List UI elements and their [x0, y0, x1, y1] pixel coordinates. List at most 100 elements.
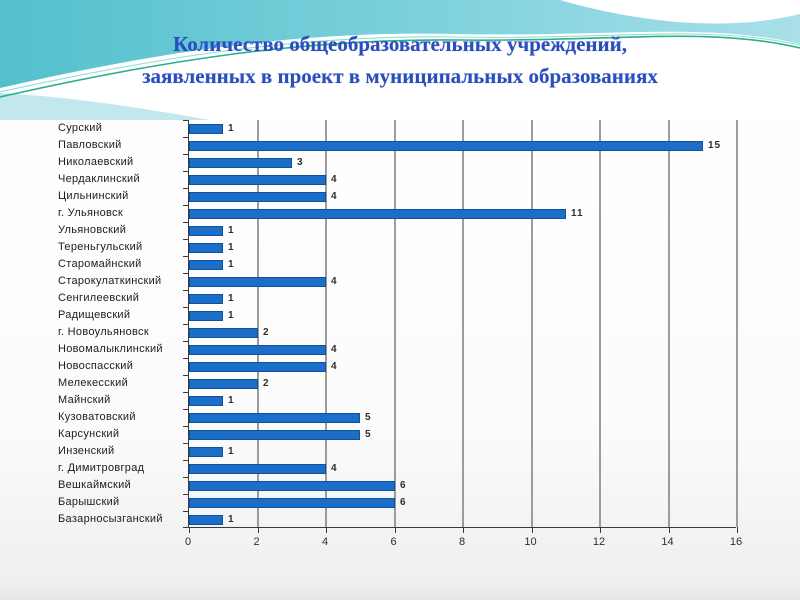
category-label: Карсунский [58, 428, 120, 440]
x-axis-tick [394, 527, 396, 533]
gridline [393, 120, 396, 527]
bar [189, 208, 566, 219]
y-axis-tick [183, 494, 189, 495]
value-label: 1 [228, 514, 235, 525]
value-label: 6 [400, 497, 407, 508]
y-axis-tick [183, 460, 189, 461]
category-label: Цильнинский [58, 190, 129, 202]
x-axis-tick-label: 12 [592, 536, 606, 548]
gridline [530, 120, 533, 527]
category-label: Новомалыклинский [58, 343, 163, 355]
page-title: Количество общеобразовательных учреждени… [0, 28, 800, 92]
y-axis-tick [183, 273, 189, 274]
value-label: 2 [263, 327, 270, 338]
category-label: г. Новоульяновск [58, 326, 149, 338]
bar [189, 293, 223, 304]
x-axis-tick [463, 527, 464, 533]
y-axis-tick [183, 409, 189, 410]
gridline [736, 120, 738, 527]
value-label: 1 [228, 310, 235, 321]
y-axis-tick [183, 358, 189, 359]
value-label: 11 [571, 208, 584, 219]
wave-decoration [0, 0, 800, 120]
y-axis-tick [183, 222, 189, 223]
category-label: г. Димитровград [58, 462, 145, 474]
bar [189, 276, 326, 287]
x-axis-tick-label: 8 [458, 536, 466, 548]
x-axis-labels: 0 2 4 6 8 10 12 14 16 [185, 536, 748, 552]
value-label: 1 [228, 446, 235, 457]
y-axis-tick [183, 188, 189, 189]
category-label: Чердаклинский [58, 173, 140, 185]
bar [189, 344, 326, 355]
value-label: 1 [228, 293, 235, 304]
category-label: Ульяновский [58, 224, 127, 236]
bar [189, 361, 326, 372]
x-axis-tick [326, 527, 327, 533]
gridline [325, 120, 327, 527]
value-label: 1 [228, 259, 235, 270]
value-label: 1 [228, 242, 235, 253]
y-axis-tick [183, 392, 189, 393]
x-axis-tick-label: 0 [184, 536, 192, 548]
x-axis-tick-label: 14 [661, 536, 674, 548]
value-label: 4 [331, 463, 338, 474]
category-label: Вешкаймский [58, 479, 132, 491]
y-axis-tick [183, 154, 189, 155]
y-axis-tick [183, 477, 189, 478]
gridline [256, 120, 259, 527]
bar [189, 514, 223, 525]
category-label: Мелекесский [58, 377, 129, 389]
y-axis-tick [183, 527, 189, 528]
bar [189, 378, 258, 389]
bar [189, 497, 395, 508]
category-label: Новоспасский [58, 360, 134, 372]
page-title-line1: Количество общеобразовательных учреждени… [173, 32, 627, 56]
category-label: Николаевский [58, 156, 134, 168]
category-label: Тереньгульский [58, 241, 143, 253]
y-axis-tick [183, 511, 189, 512]
bar [189, 225, 223, 236]
bar [189, 480, 395, 491]
y-axis-tick [183, 256, 189, 257]
x-axis-tick-label: 4 [321, 536, 329, 548]
bar [189, 429, 360, 440]
y-axis-tick [183, 375, 189, 376]
x-axis-tick [668, 527, 670, 533]
value-label: 1 [228, 225, 235, 236]
category-label: Кузоватовский [58, 411, 136, 423]
value-label: 4 [331, 276, 338, 287]
y-axis-tick [183, 239, 189, 240]
x-axis-tick [257, 527, 259, 533]
bar [189, 310, 223, 321]
page-title-line2: заявленных в проект в муниципальных обра… [142, 64, 658, 88]
y-axis-tick [183, 443, 189, 444]
x-axis-tick-label: 16 [729, 536, 743, 548]
category-label: Радищевский [58, 309, 131, 321]
value-label: 2 [263, 378, 270, 389]
x-axis-tick [189, 527, 190, 533]
bar [189, 174, 326, 185]
bar [189, 395, 223, 406]
category-label: Инзенский [58, 445, 115, 457]
x-axis-tick-label: 2 [253, 536, 260, 548]
bar [189, 327, 258, 338]
category-label: г. Ульяновск [58, 207, 123, 219]
bar [189, 123, 223, 134]
value-label: 4 [331, 174, 338, 185]
y-axis-tick [183, 290, 189, 291]
category-label: Старомайнский [58, 258, 142, 270]
category-labels: Сурский Павловский Николаевский Чердаклинск… [58, 120, 186, 528]
value-label: 4 [331, 361, 338, 372]
value-label: 15 [708, 140, 722, 151]
value-label: 6 [400, 480, 407, 491]
category-label: Барышский [58, 496, 120, 508]
value-label: 3 [297, 157, 304, 168]
x-axis-tick [737, 527, 738, 533]
gridline [599, 120, 601, 527]
y-axis-tick [183, 324, 189, 325]
bar [189, 412, 360, 423]
category-label: Сурский [58, 122, 103, 134]
